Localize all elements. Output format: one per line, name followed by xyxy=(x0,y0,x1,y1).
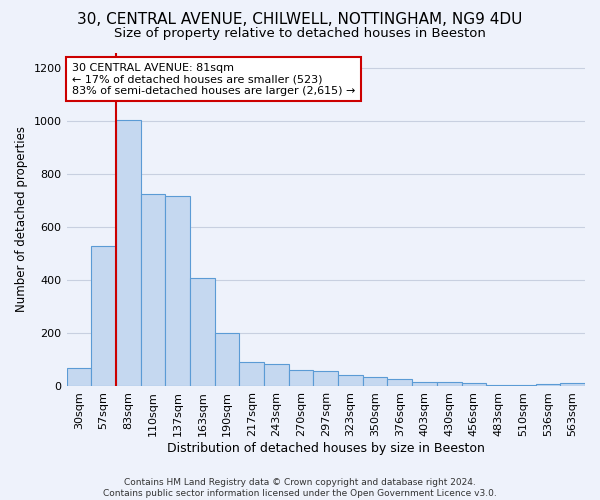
Bar xyxy=(486,385,511,386)
Bar xyxy=(388,378,412,386)
Bar xyxy=(363,377,388,386)
Text: Contains HM Land Registry data © Crown copyright and database right 2024.
Contai: Contains HM Land Registry data © Crown c… xyxy=(103,478,497,498)
Bar xyxy=(264,364,289,386)
Bar xyxy=(91,246,116,386)
Text: 30, CENTRAL AVENUE, CHILWELL, NOTTINGHAM, NG9 4DU: 30, CENTRAL AVENUE, CHILWELL, NOTTINGHAM… xyxy=(77,12,523,28)
Y-axis label: Number of detached properties: Number of detached properties xyxy=(15,126,28,312)
Bar xyxy=(313,370,338,386)
Text: 30 CENTRAL AVENUE: 81sqm
← 17% of detached houses are smaller (523)
83% of semi-: 30 CENTRAL AVENUE: 81sqm ← 17% of detach… xyxy=(72,62,355,96)
Bar xyxy=(560,384,585,386)
Bar xyxy=(412,382,437,386)
Bar xyxy=(511,385,536,386)
Bar xyxy=(437,382,461,386)
Text: Size of property relative to detached houses in Beeston: Size of property relative to detached ho… xyxy=(114,28,486,40)
Bar xyxy=(461,382,486,386)
Bar xyxy=(116,120,140,386)
Bar xyxy=(67,368,91,386)
Bar xyxy=(190,278,215,386)
Bar xyxy=(239,362,264,386)
Bar xyxy=(338,374,363,386)
Bar xyxy=(289,370,313,386)
Bar xyxy=(215,334,239,386)
X-axis label: Distribution of detached houses by size in Beeston: Distribution of detached houses by size … xyxy=(167,442,485,455)
Bar xyxy=(140,194,165,386)
Bar xyxy=(536,384,560,386)
Bar xyxy=(165,196,190,386)
